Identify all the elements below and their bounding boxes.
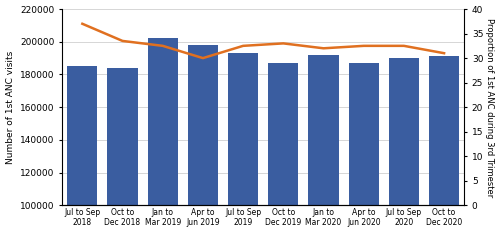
Y-axis label: Proportion of 1st ANC during 3rd Trimester: Proportion of 1st ANC during 3rd Trimest… [486,17,494,197]
Bar [228,53,258,233]
Bar [148,38,178,233]
Bar [68,66,98,233]
Bar [429,56,459,233]
Bar [308,55,338,233]
Bar [268,63,298,233]
Bar [389,58,419,233]
Bar [108,68,138,233]
Y-axis label: Number of 1st ANC visits: Number of 1st ANC visits [6,51,15,164]
Bar [188,45,218,233]
Bar [348,63,379,233]
